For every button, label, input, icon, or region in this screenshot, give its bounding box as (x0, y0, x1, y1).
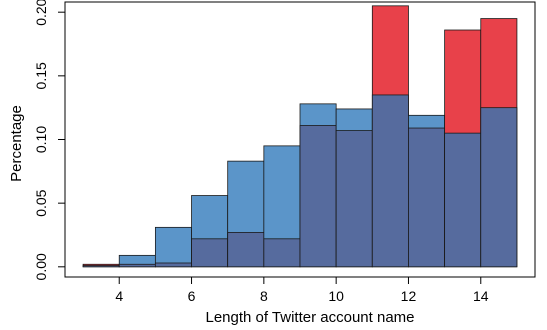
bar-overlap-10 (335, 130, 373, 268)
bar-overlap-4 (118, 263, 156, 268)
bar-overlap-3 (82, 265, 120, 268)
y-tick-label: 0.20 (33, 0, 49, 26)
y-axis: 0.00 0.05 0.10 0.15 0.20 (33, 0, 66, 280)
y-tick-label: 0.15 (33, 62, 49, 89)
bar-overlap-6 (191, 238, 229, 268)
bar-overlap-12 (408, 127, 446, 268)
x-tick-label: 8 (260, 288, 268, 304)
x-axis: 4 6 8 10 12 14 (115, 276, 489, 304)
bar-blue-5 (154, 226, 192, 268)
bar-overlap-8 (263, 238, 301, 268)
bar-overlap-5 (154, 262, 192, 268)
y-tick-label: 0.05 (33, 189, 49, 216)
y-tick-label: 0.10 (33, 126, 49, 153)
bar-overlap-14 (480, 107, 518, 268)
bars-layer (82, 5, 518, 268)
bar-overlap-7 (227, 232, 265, 268)
x-axis-title: Length of Twitter account name (205, 309, 414, 326)
x-tick-label: 4 (115, 288, 123, 304)
x-tick-label: 6 (188, 288, 196, 304)
bar-overlap-9 (299, 125, 337, 268)
x-tick-label: 10 (328, 288, 344, 304)
y-axis-title: Percentage (8, 105, 25, 182)
x-tick-label: 12 (401, 288, 417, 304)
bar-overlap-11 (371, 94, 409, 268)
bar-overlap-13 (444, 132, 482, 268)
x-tick-label: 14 (473, 288, 489, 304)
y-tick-label: 0.00 (33, 253, 49, 280)
